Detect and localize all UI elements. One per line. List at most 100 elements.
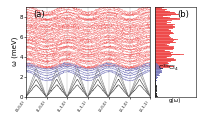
Bar bbox=[155, 80, 157, 81]
Bar bbox=[155, 24, 173, 25]
Bar bbox=[155, 44, 165, 45]
Bar bbox=[155, 80, 156, 81]
Bar bbox=[155, 45, 169, 46]
Bar bbox=[155, 65, 169, 66]
Bar bbox=[155, 57, 167, 58]
Text: (a): (a) bbox=[33, 10, 45, 19]
Bar bbox=[155, 68, 160, 69]
Y-axis label: ω (meV): ω (meV) bbox=[12, 37, 18, 66]
Bar bbox=[155, 47, 173, 48]
Bar bbox=[155, 32, 172, 33]
Bar bbox=[155, 68, 163, 69]
Bar bbox=[155, 57, 166, 58]
Bar bbox=[155, 68, 158, 69]
Bar bbox=[155, 64, 158, 65]
Bar bbox=[155, 7, 164, 8]
Bar bbox=[155, 45, 168, 46]
Bar bbox=[155, 84, 156, 85]
Bar bbox=[155, 71, 161, 72]
Bar bbox=[155, 79, 156, 80]
Bar bbox=[155, 93, 157, 94]
Bar bbox=[155, 90, 157, 91]
Bar bbox=[155, 79, 156, 80]
Bar bbox=[155, 42, 175, 43]
Bar bbox=[155, 66, 173, 67]
Bar bbox=[155, 64, 166, 65]
Bar bbox=[155, 29, 169, 30]
Bar bbox=[155, 22, 171, 23]
Bar bbox=[155, 16, 163, 17]
Bar bbox=[155, 63, 158, 64]
Bar bbox=[155, 14, 179, 15]
Bar bbox=[155, 12, 174, 13]
Bar bbox=[155, 67, 169, 68]
Bar bbox=[155, 36, 170, 37]
Bar bbox=[155, 24, 175, 25]
Bar bbox=[155, 70, 162, 71]
Bar bbox=[155, 81, 156, 82]
Bar bbox=[155, 65, 159, 66]
Bar bbox=[155, 66, 161, 67]
Bar bbox=[155, 93, 157, 94]
Bar bbox=[155, 17, 168, 18]
Bar bbox=[155, 69, 161, 70]
Bar bbox=[155, 19, 180, 20]
Bar bbox=[155, 83, 156, 84]
Bar bbox=[155, 12, 175, 13]
X-axis label: g(ω): g(ω) bbox=[169, 98, 181, 103]
Bar bbox=[155, 33, 174, 34]
Bar bbox=[155, 14, 178, 15]
Bar bbox=[155, 9, 166, 10]
Bar bbox=[155, 61, 171, 62]
Bar bbox=[155, 36, 169, 37]
Bar bbox=[155, 62, 167, 63]
Bar bbox=[155, 69, 160, 70]
Bar bbox=[155, 92, 156, 93]
Bar bbox=[155, 78, 157, 79]
Bar bbox=[155, 96, 158, 97]
Bar bbox=[155, 11, 170, 12]
Bar bbox=[155, 89, 157, 90]
Bar bbox=[155, 49, 173, 50]
Bar bbox=[155, 86, 157, 87]
Bar bbox=[155, 54, 180, 55]
Bar bbox=[155, 54, 184, 55]
Bar bbox=[155, 88, 157, 89]
Bar bbox=[155, 76, 157, 77]
Text: (b): (b) bbox=[177, 10, 189, 19]
Bar bbox=[155, 34, 170, 35]
Bar bbox=[155, 56, 171, 57]
Bar bbox=[155, 51, 170, 52]
Bar bbox=[155, 60, 175, 61]
Bar bbox=[155, 18, 180, 19]
Bar bbox=[155, 77, 158, 78]
Bar bbox=[155, 33, 173, 34]
Bar bbox=[155, 26, 174, 27]
Bar bbox=[155, 10, 165, 11]
Bar bbox=[155, 50, 165, 51]
Bar bbox=[155, 13, 176, 14]
Bar bbox=[155, 31, 171, 32]
Bar bbox=[155, 55, 172, 56]
Bar bbox=[155, 95, 157, 96]
Bar bbox=[155, 46, 174, 47]
Bar bbox=[155, 48, 174, 49]
Bar bbox=[155, 92, 156, 93]
Bar bbox=[155, 44, 167, 45]
Bar bbox=[155, 77, 158, 78]
Bar bbox=[155, 63, 169, 64]
Bar bbox=[155, 90, 157, 91]
Bar bbox=[155, 94, 157, 95]
Bar bbox=[155, 68, 163, 69]
Bar bbox=[155, 74, 158, 75]
Bar bbox=[155, 72, 162, 73]
Bar bbox=[155, 21, 167, 22]
Bar bbox=[155, 53, 171, 54]
Bar bbox=[155, 66, 174, 67]
Bar bbox=[155, 37, 171, 38]
Bar bbox=[155, 8, 160, 9]
Bar bbox=[155, 65, 170, 66]
Bar bbox=[155, 38, 170, 39]
Bar bbox=[155, 95, 157, 96]
Bar bbox=[155, 23, 167, 24]
